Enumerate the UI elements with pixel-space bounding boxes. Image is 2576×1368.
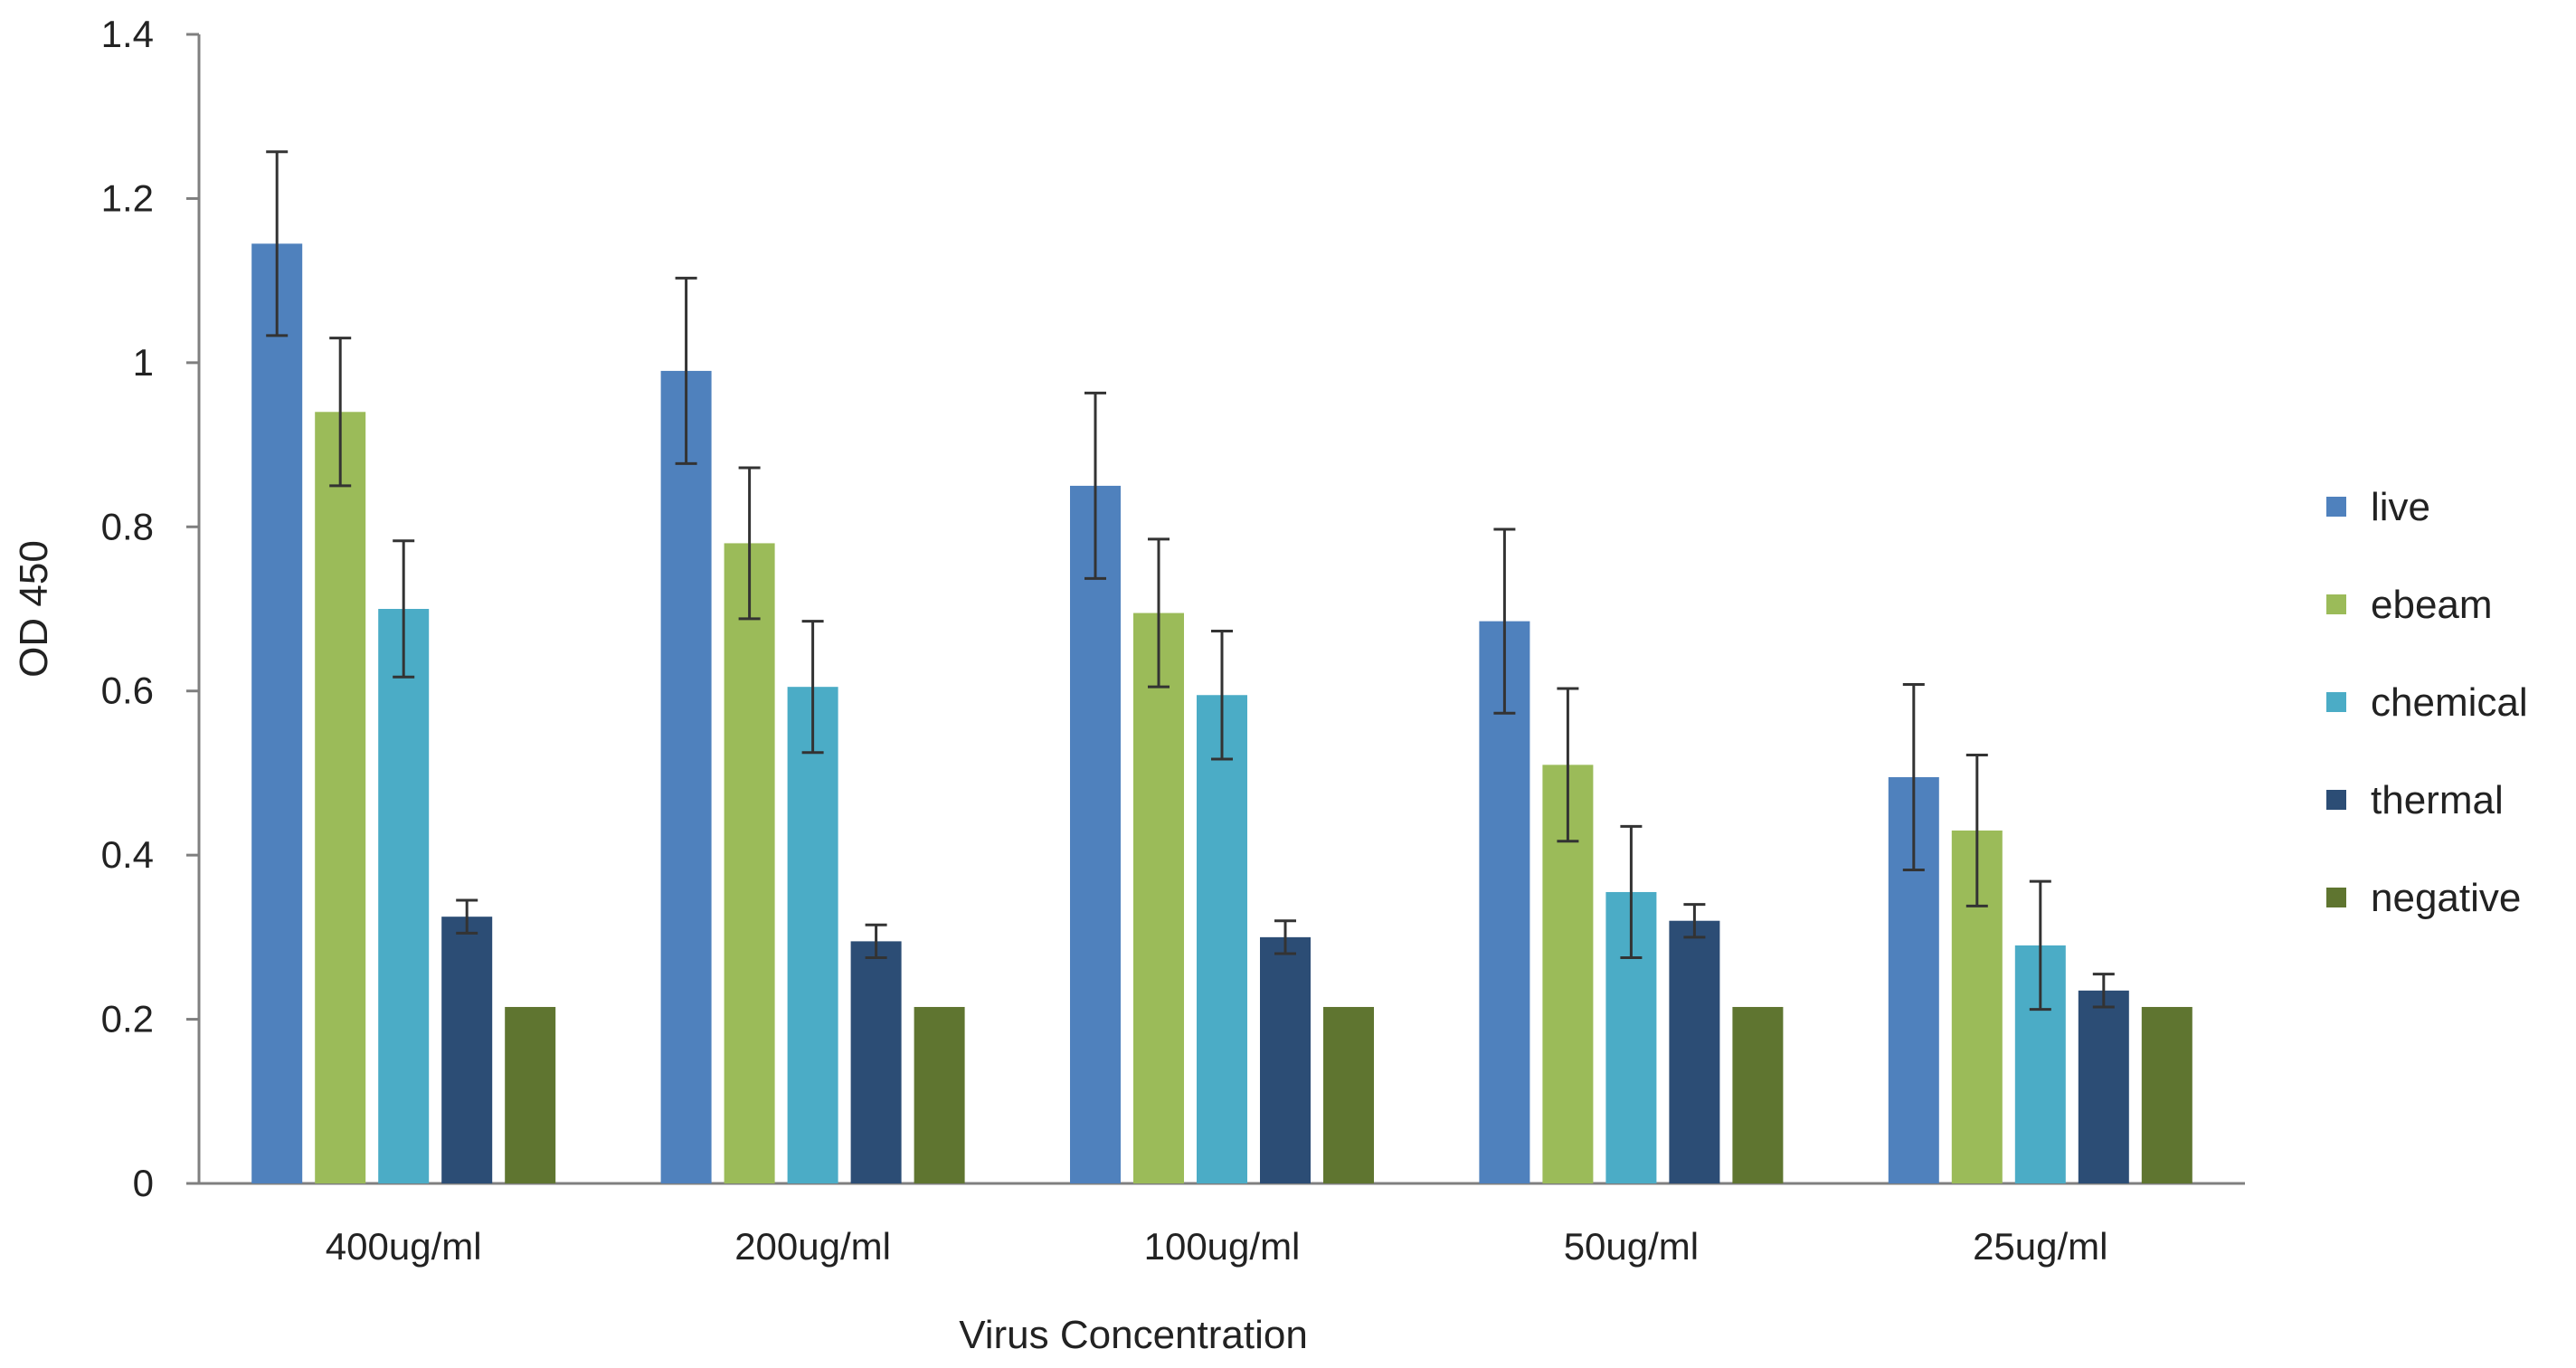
bar-thermal: [1669, 920, 1720, 1183]
legend: live ebeam chemical thermal negative: [2326, 485, 2528, 920]
bar-thermal: [1260, 936, 1311, 1183]
legend-label-ebeam: ebeam: [2371, 583, 2493, 627]
bar-negative: [505, 1006, 556, 1183]
legend-label-negative: negative: [2371, 876, 2521, 920]
y-tick-label: 1.2: [101, 176, 154, 219]
bar-thermal: [441, 917, 493, 1183]
x-category-label: 50ug/ml: [1564, 1225, 1699, 1268]
bar-chemical: [787, 687, 838, 1183]
x-category-label: 200ug/ml: [734, 1225, 891, 1268]
bar-live: [1070, 485, 1121, 1183]
bar-live: [660, 370, 712, 1183]
x-category-labels: 400ug/ml 200ug/ml 100ug/ml 50ug/ml 25ug/ml: [326, 1225, 2108, 1268]
y-tick-label: 1: [133, 341, 154, 384]
bar-live: [1479, 621, 1530, 1183]
bar-ebeam: [1133, 613, 1184, 1183]
y-tick-label: 0: [133, 1162, 154, 1204]
legend-swatch-ebeam: [2326, 594, 2346, 614]
y-axis-title: OD 450: [12, 540, 56, 678]
legend-swatch-live: [2326, 497, 2346, 517]
bars: [251, 150, 2192, 1184]
bar-thermal: [2078, 990, 2129, 1183]
bar-negative: [1323, 1006, 1374, 1183]
bar-live: [251, 243, 303, 1184]
bar-chemical: [378, 609, 430, 1183]
legend-swatch-negative: [2326, 888, 2346, 907]
bar-ebeam: [315, 412, 366, 1183]
x-category-label: 100ug/ml: [1144, 1225, 1301, 1268]
x-category-label: 400ug/ml: [326, 1225, 482, 1268]
legend-swatch-chemical: [2326, 692, 2346, 712]
bar-chemical: [1197, 695, 1247, 1183]
legend-label-thermal: thermal: [2371, 778, 2504, 822]
bar-ebeam: [724, 543, 775, 1183]
y-tick-label: 0.8: [101, 505, 154, 547]
y-tick-label: 0.6: [101, 670, 154, 712]
y-tick-label: 0.4: [101, 833, 154, 876]
bar-negative: [2141, 1006, 2192, 1183]
bar-negative: [1732, 1006, 1784, 1183]
x-category-label: 25ug/ml: [1973, 1225, 2107, 1268]
bar-thermal: [850, 941, 902, 1183]
bar-negative: [914, 1006, 965, 1183]
legend-swatch-thermal: [2326, 790, 2346, 810]
legend-label-live: live: [2371, 485, 2430, 529]
y-ticks: 0 0.2 0.4 0.6 0.8 1 1.2 1.4: [101, 13, 199, 1204]
legend-label-chemical: chemical: [2371, 680, 2528, 725]
y-tick-label: 1.4: [101, 13, 154, 55]
y-tick-label: 0.2: [101, 998, 154, 1040]
x-axis-title: Virus Concentration: [959, 1313, 1308, 1357]
